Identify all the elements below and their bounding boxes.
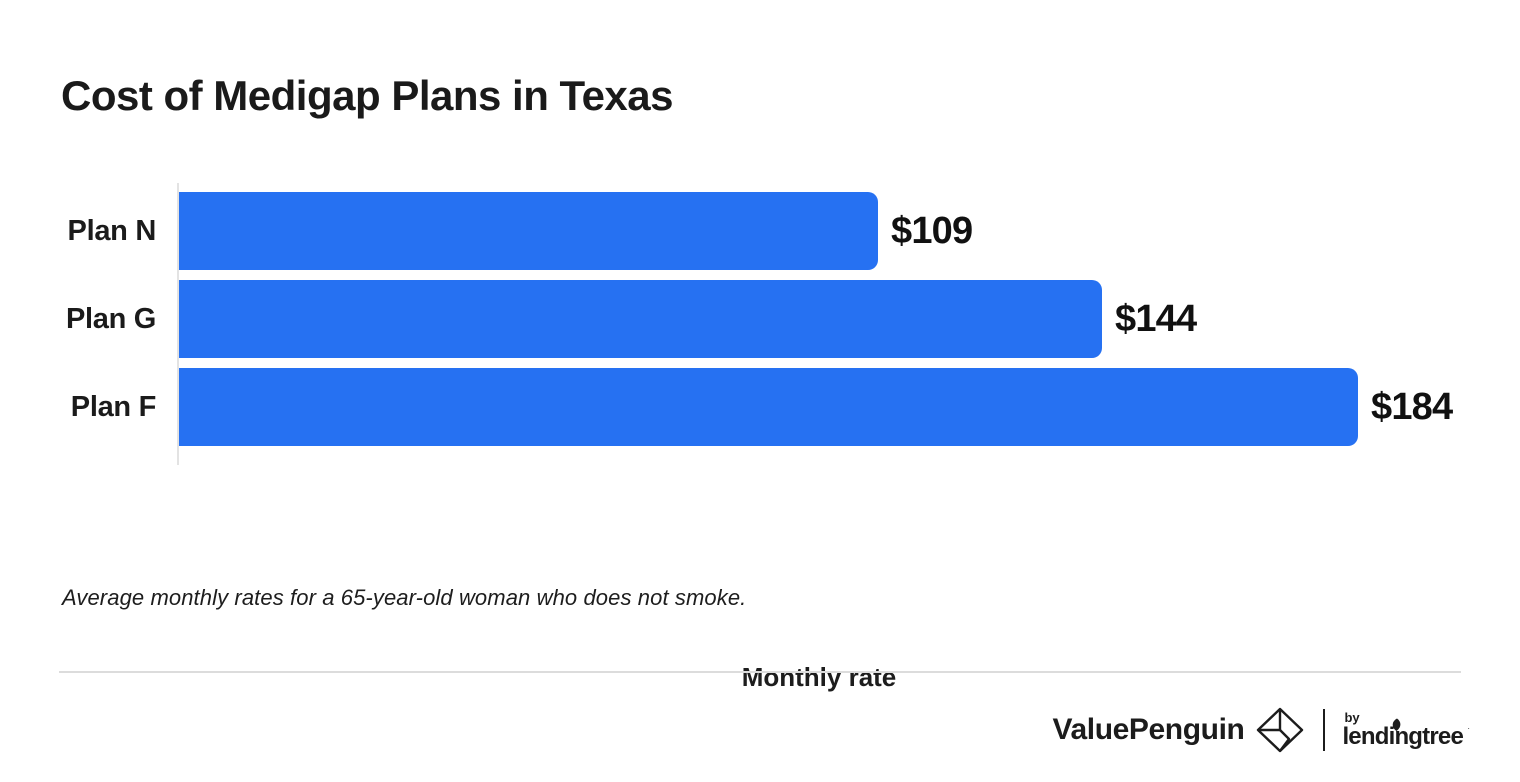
lendingtree-trademark: · xyxy=(1467,724,1470,733)
footer-brand: ValuePenguin by lendingtree · xyxy=(1052,702,1470,758)
category-label: Plan F xyxy=(70,390,157,423)
lendingtree-wordmark: lendingtree xyxy=(1342,723,1463,750)
bar-chart: Plan N $109 Plan G $144 Plan F $184 Monthly r… xyxy=(0,183,1520,692)
bar xyxy=(179,368,1358,446)
bar-rows: Plan N $109 Plan G $144 Plan F $184 xyxy=(0,192,1520,446)
x-axis-label: Monthly rate xyxy=(741,662,897,692)
category-label: Plan G xyxy=(65,302,156,335)
bar-value-label: $184 xyxy=(1371,385,1453,428)
valuepenguin-wordmark: ValuePenguin xyxy=(1052,713,1245,746)
lendingtree-leaf-icon xyxy=(1393,718,1401,732)
footer-divider xyxy=(59,671,1461,673)
bar xyxy=(179,280,1102,358)
bar xyxy=(179,192,878,270)
bar-row: Plan N $109 xyxy=(0,192,1520,270)
category-label: Plan N xyxy=(67,214,157,247)
chart-footnote: Average monthly rates for a 65-year-old … xyxy=(62,585,747,610)
bar-value-label: $144 xyxy=(1115,297,1197,340)
bar-value-label: $109 xyxy=(891,209,973,252)
bar-row: Plan G $144 xyxy=(0,280,1520,358)
y-axis-line xyxy=(177,183,179,465)
valuepenguin-logo-icon xyxy=(1257,707,1304,753)
lendingtree-by-label: by xyxy=(1344,710,1360,725)
chart-title: Cost of Medigap Plans in Texas xyxy=(61,72,674,119)
lendingtree-logo: by lendingtree · xyxy=(1342,710,1470,750)
bar-row: Plan F $184 xyxy=(0,368,1520,446)
brand-divider xyxy=(1323,709,1326,751)
